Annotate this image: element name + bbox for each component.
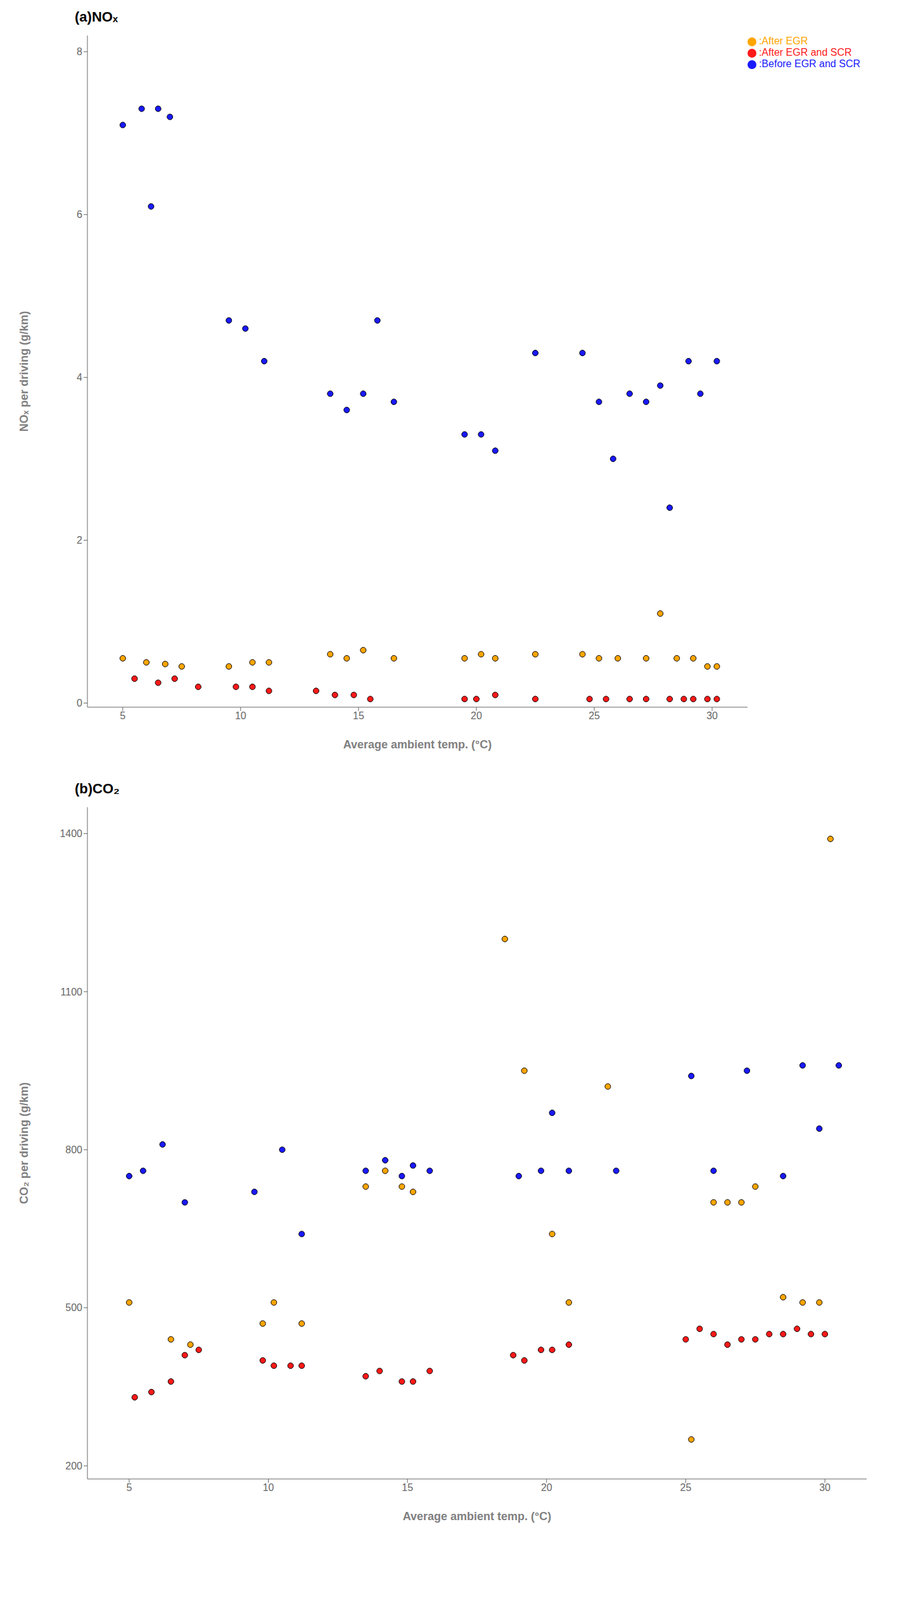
svg-text:1100: 1100 <box>60 986 83 998</box>
svg-text:1400: 1400 <box>59 827 83 839</box>
svg-text:15: 15 <box>401 1481 414 1493</box>
html-text::After EGR and SCR: :After EGR and SCR <box>758 46 852 58</box>
svg-text:2: 2 <box>76 534 83 546</box>
svg-text:0: 0 <box>76 697 83 709</box>
html-text::Before EGR and SCR: :Before EGR and SCR <box>758 58 861 70</box>
svg-text:30: 30 <box>706 710 718 721</box>
svg-text:20: 20 <box>470 710 483 721</box>
svg-text:15: 15 <box>352 710 365 721</box>
svg-text:5: 5 <box>126 1481 132 1493</box>
svg-text:Average ambient temp. (°C): Average ambient temp. (°C) <box>343 738 493 751</box>
svg-text:NOₓ per driving (g/km): NOₓ per driving (g/km) <box>17 311 31 433</box>
html-text:(b)CO₂: (b)CO₂ <box>74 780 120 797</box>
svg-text:CO₂ per driving (g/km): CO₂ per driving (g/km) <box>17 1082 31 1204</box>
svg-text:5: 5 <box>119 710 126 721</box>
svg-text:4: 4 <box>76 371 83 383</box>
svg-text:30: 30 <box>819 1481 831 1493</box>
svg-text:25: 25 <box>588 710 600 721</box>
svg-text:Average ambient temp. (°C): Average ambient temp. (°C) <box>402 1509 552 1523</box>
svg-text:200: 200 <box>65 1460 83 1471</box>
svg-text:20: 20 <box>541 1481 553 1493</box>
svg-text:8: 8 <box>76 46 83 58</box>
svg-text:10: 10 <box>235 710 247 721</box>
html-text:(a)NOₓ: (a)NOₓ <box>74 8 118 25</box>
svg-text:500: 500 <box>65 1301 83 1313</box>
svg-text:800: 800 <box>65 1144 83 1155</box>
html-text::After EGR: :After EGR <box>758 35 808 47</box>
svg-text:6: 6 <box>76 209 83 220</box>
svg-text:10: 10 <box>262 1481 275 1493</box>
svg-text:25: 25 <box>680 1481 692 1493</box>
